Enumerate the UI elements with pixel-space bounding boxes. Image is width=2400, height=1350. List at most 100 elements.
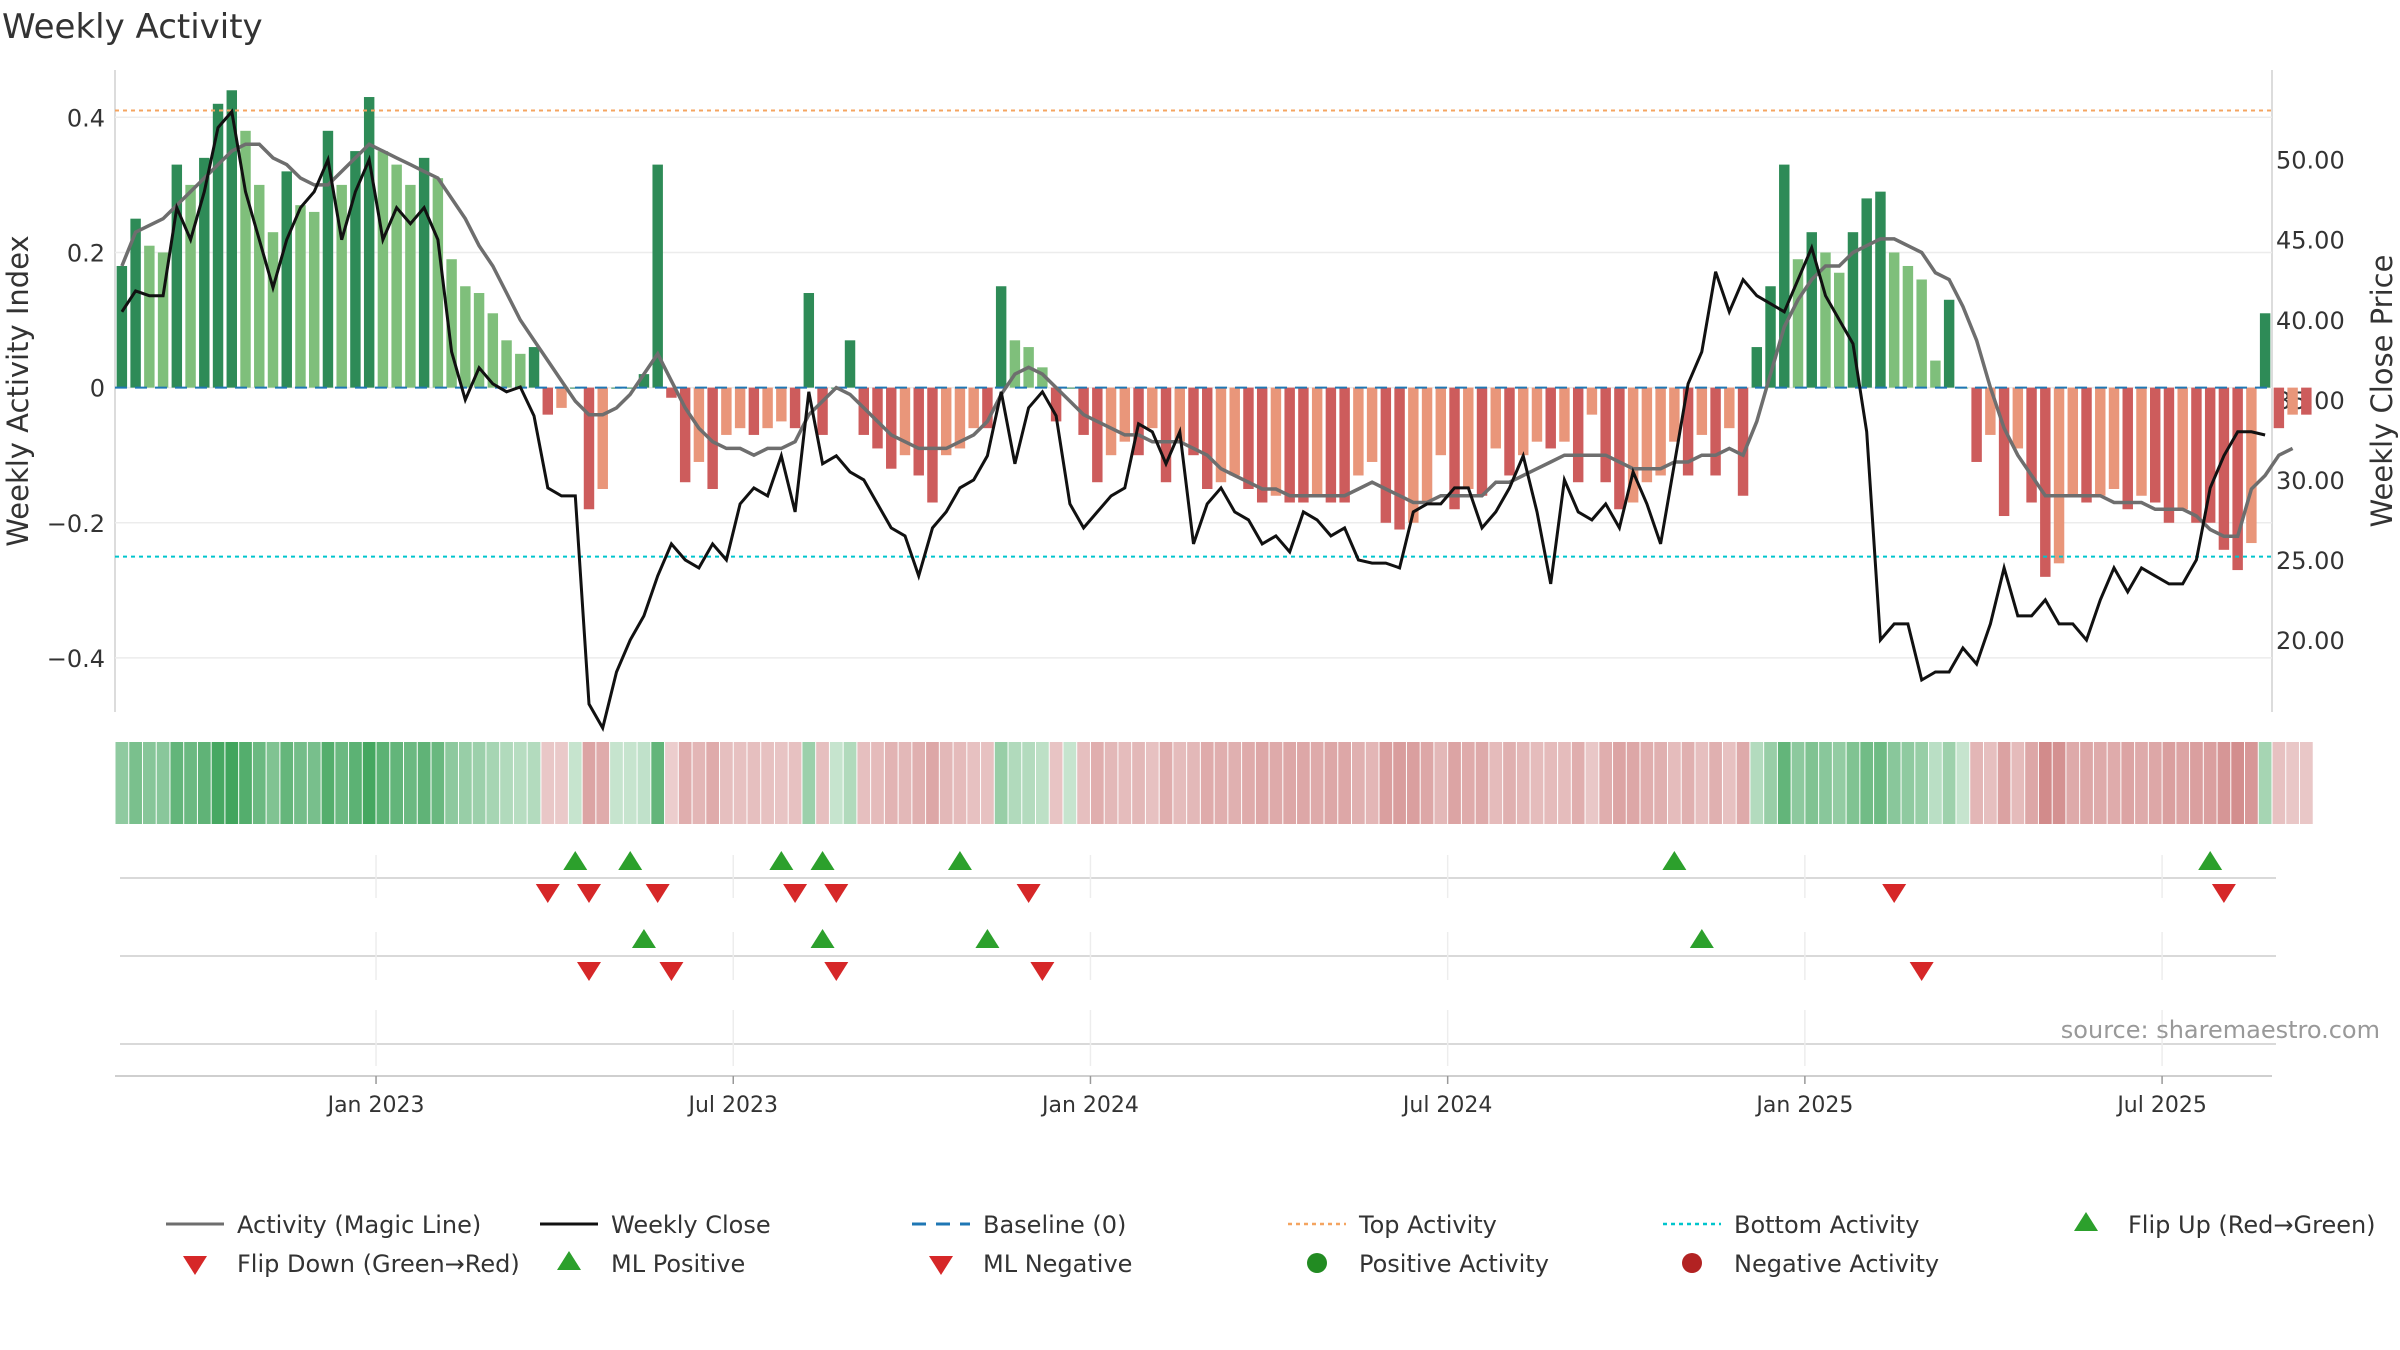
activity-bar: [693, 387, 705, 462]
chart-legend: Activity (Magic Line) Weekly Close Baselin…: [166, 1211, 2376, 1278]
activity-bar: [281, 171, 292, 388]
y-tick-label: −0.2: [47, 510, 105, 538]
ml-positive-marker: [975, 929, 1000, 948]
heat-cell: [1915, 742, 1929, 824]
y-tick-label: 0: [90, 375, 105, 403]
activity-bar: [2053, 387, 2065, 564]
weekly-close-series: [120, 108, 2266, 733]
activity-bar: [1600, 387, 1611, 483]
y2-tick-label: 50.00: [2276, 147, 2345, 175]
activity-bar: [1971, 387, 1982, 462]
legend-label: Negative Activity: [1734, 1250, 1939, 1278]
activity-bar: [1174, 387, 1185, 442]
ml-negative-marker: [1909, 962, 1934, 981]
heat-cell: [239, 742, 252, 824]
heat-cell: [445, 742, 458, 824]
heat-cell: [390, 742, 404, 824]
heat-cell: [1722, 742, 1736, 824]
heat-cell: [692, 742, 706, 824]
activity-bar: [1792, 259, 1804, 388]
heat-cell: [774, 742, 788, 824]
activity-bar: [734, 387, 746, 429]
activity-bar: [1009, 340, 1021, 388]
activity-bar: [1916, 279, 1927, 388]
heat-cell: [1461, 742, 1475, 824]
flip-up-marker: [769, 851, 794, 870]
legend-item: ML Positive: [557, 1250, 745, 1278]
legend-icon-green-dot: [1307, 1253, 1327, 1273]
activity-bar: [1834, 272, 1845, 388]
activity-bar: [1353, 387, 1364, 476]
activity-bar: [487, 313, 499, 388]
heat-cell: [1997, 742, 2011, 824]
heat-cell: [1791, 742, 1805, 824]
ml-negative-marker: [1030, 962, 1055, 981]
activity-bar: [185, 184, 196, 388]
activity-bar: [295, 205, 306, 388]
activity-bar: [982, 387, 993, 429]
legend-label: Activity (Magic Line): [237, 1211, 481, 1239]
heat-cell: [2286, 742, 2299, 824]
legend-label: Baseline (0): [983, 1211, 1126, 1239]
heat-cell: [1764, 742, 1777, 824]
activity-bar: [2273, 387, 2285, 429]
heat-cell: [1667, 742, 1681, 824]
heat-cell: [1379, 742, 1393, 824]
ml-negative-marker: [576, 962, 601, 981]
activity-bar: [2287, 387, 2298, 415]
activity-bar: [1559, 387, 1570, 442]
heat-cell: [1022, 742, 1036, 824]
heat-cell: [1118, 742, 1132, 824]
heat-cell: [802, 742, 816, 824]
heat-cell: [541, 742, 555, 824]
heat-cell: [2148, 742, 2162, 824]
activity-bar: [1380, 387, 1392, 523]
heat-cell: [1489, 742, 1503, 824]
heat-cell: [156, 742, 170, 824]
heat-cell: [1777, 742, 1791, 824]
activity-bar: [1092, 387, 1103, 483]
heat-cell: [2038, 742, 2052, 824]
heat-cell: [1475, 742, 1489, 824]
activity-bar: [1751, 347, 1763, 388]
heat-cell: [1695, 742, 1709, 824]
legend-item: Bottom Activity: [1663, 1211, 1919, 1239]
heat-cell: [2217, 742, 2231, 824]
flip-down-marker: [783, 884, 808, 903]
activity-bar: [2136, 387, 2147, 496]
heat-cell: [1929, 742, 1942, 824]
activity-bar: [776, 387, 787, 422]
heat-cell: [582, 742, 596, 824]
activity-bar: [1188, 387, 1199, 456]
flip-up-marker: [618, 851, 643, 870]
heat-cell: [1214, 742, 1228, 824]
heat-cell: [266, 742, 280, 824]
heat-cell: [1805, 742, 1819, 824]
ml-negative-marker: [824, 962, 849, 981]
activity-bar: [1586, 387, 1598, 415]
heat-cell: [1132, 742, 1145, 824]
heat-cell: [1887, 742, 1901, 824]
activity-bar: [2191, 387, 2202, 523]
activity-bar: [542, 387, 553, 415]
heat-cell: [2272, 742, 2286, 824]
heat-cell: [1351, 742, 1365, 824]
heat-cell: [513, 742, 527, 824]
heat-cell: [1736, 742, 1750, 824]
heat-cell: [761, 742, 774, 824]
activity-bar: [1641, 387, 1653, 483]
activity-bar: [1298, 387, 1309, 503]
activity-bar: [432, 178, 444, 388]
heat-cell: [1613, 742, 1626, 824]
heat-cell: [1420, 742, 1434, 824]
heat-cell: [1049, 742, 1063, 824]
activity-bar: [267, 232, 279, 388]
activity-bar: [1847, 232, 1859, 388]
heat-cell: [1173, 742, 1187, 824]
activity-bar: [336, 184, 347, 388]
heat-cell: [706, 742, 720, 824]
activity-bar: [679, 387, 691, 483]
activity-bar: [391, 164, 402, 388]
activity-bar: [1366, 387, 1378, 462]
activity-bar: [1518, 387, 1529, 456]
